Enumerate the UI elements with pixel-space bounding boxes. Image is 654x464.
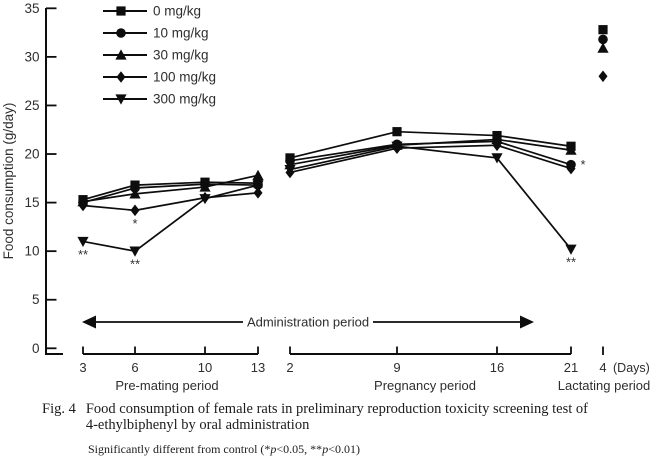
triangle-marker xyxy=(115,49,127,60)
square-marker xyxy=(392,127,402,137)
legend-item: 30 mg/kg xyxy=(103,48,209,63)
x-tick-label: 21 xyxy=(564,360,578,375)
triangle-marker xyxy=(491,133,503,145)
circle-marker xyxy=(130,183,140,193)
circle-marker xyxy=(598,34,608,45)
x-tick-label: 2 xyxy=(286,360,293,375)
triangle-marker xyxy=(252,169,264,180)
circle-marker xyxy=(116,28,126,38)
series-300-mg-kg xyxy=(77,141,577,257)
significance-asterisk: ** xyxy=(566,255,576,270)
diamond-marker xyxy=(492,139,502,152)
significance-asterisk: ** xyxy=(78,247,88,262)
arrow-left-head xyxy=(82,315,96,329)
x-tick-label: 4 xyxy=(599,360,606,375)
x-axis-unit-label: (Days) xyxy=(613,361,650,375)
triangle-down-marker xyxy=(199,194,211,205)
x-tick-label: 6 xyxy=(131,360,138,375)
diamond-marker xyxy=(116,71,126,83)
svg-text:0: 0 xyxy=(32,341,40,356)
arrow-label: Administration period xyxy=(247,315,369,330)
svg-text:25: 25 xyxy=(24,98,39,113)
svg-text:100 mg/kg: 100 mg/kg xyxy=(153,70,216,85)
caption-line2: 4-ethylbiphenyl by oral administration xyxy=(85,416,310,433)
x-tick-label: 3 xyxy=(79,360,86,375)
legend-item: 10 mg/kg xyxy=(103,26,209,41)
arrow-right-head xyxy=(520,315,534,329)
svg-text:10: 10 xyxy=(24,244,39,259)
legend-item: 300 mg/kg xyxy=(103,92,216,107)
triangle-marker xyxy=(199,181,211,192)
square-marker xyxy=(116,6,126,16)
triangle-down-marker xyxy=(77,236,89,248)
caption-text: Food consumption of female rats in preli… xyxy=(85,401,588,434)
series-100-mg-kg xyxy=(78,70,608,217)
diamond-marker xyxy=(130,204,140,217)
x-tick-label: 10 xyxy=(198,360,212,375)
x-tick-label: 13 xyxy=(251,360,265,375)
triangle-down-marker xyxy=(115,94,127,105)
legend-item: 0 mg/kg xyxy=(103,4,201,19)
significance-note: Significantly different from control (*p… xyxy=(88,441,360,456)
legend-item: 100 mg/kg xyxy=(103,70,216,85)
diamond-marker xyxy=(253,187,263,199)
svg-text:30: 30 xyxy=(24,49,39,64)
x-tick-label: 9 xyxy=(393,360,400,375)
svg-text:300 mg/kg: 300 mg/kg xyxy=(153,92,216,107)
triangle-marker xyxy=(597,42,609,53)
annotations: ******** xyxy=(78,157,586,271)
x-axis: 3 6 10 13 2 9 16 21 4 (Days) Pre-mating period Preg… xyxy=(45,346,651,393)
triangle-down-marker xyxy=(284,164,296,176)
triangle-down-marker xyxy=(391,141,403,152)
triangle-marker xyxy=(565,144,577,155)
food-consumption-chart: 0 mg/kg 10 mg/kg 30 mg/kg 100 mg/kg 300 mg/k… xyxy=(1,1,651,393)
triangle-down-marker xyxy=(252,180,264,191)
triangle-down-marker xyxy=(565,244,577,255)
diamond-marker xyxy=(78,199,88,212)
y-axis: 0 5 10 15 20 25 30 35 Food consumption (g/day) xyxy=(1,1,57,356)
square-marker xyxy=(598,25,608,35)
significance-asterisk: * xyxy=(132,216,137,231)
triangle-marker xyxy=(129,188,141,199)
triangle-down-marker xyxy=(491,153,503,164)
svg-text:30 mg/kg: 30 mg/kg xyxy=(153,48,209,63)
diamond-marker xyxy=(566,162,576,175)
svg-text:5: 5 xyxy=(32,292,40,307)
svg-text:10 mg/kg: 10 mg/kg xyxy=(153,26,209,41)
significance-asterisk: * xyxy=(581,157,586,172)
period-label: Pre-mating period xyxy=(115,378,218,393)
y-axis-label: Food consumption (g/day) xyxy=(1,103,16,260)
period-label: Lactating period xyxy=(558,378,651,393)
caption-line1: Food consumption of female rats in preli… xyxy=(85,401,588,417)
series-30-mg-kg xyxy=(77,42,609,207)
triangle-down-marker xyxy=(129,246,141,257)
svg-text:15: 15 xyxy=(24,195,39,210)
svg-text:0 mg/kg: 0 mg/kg xyxy=(153,4,201,19)
administration-arrow: Administration period xyxy=(82,312,534,331)
period-label: Pregnancy period xyxy=(374,378,476,393)
x-tick-label: 16 xyxy=(490,360,504,375)
figure-number: Fig. 4 xyxy=(42,401,76,417)
svg-text:20: 20 xyxy=(24,147,39,162)
legend: 0 mg/kg 10 mg/kg 30 mg/kg 100 mg/kg 300 mg/k… xyxy=(103,4,216,107)
svg-text:35: 35 xyxy=(24,1,39,16)
significance-asterisk: ** xyxy=(130,257,140,272)
diamond-marker xyxy=(598,70,608,83)
figure-caption: Fig. 4 Food consumption of female rats i… xyxy=(0,398,654,457)
